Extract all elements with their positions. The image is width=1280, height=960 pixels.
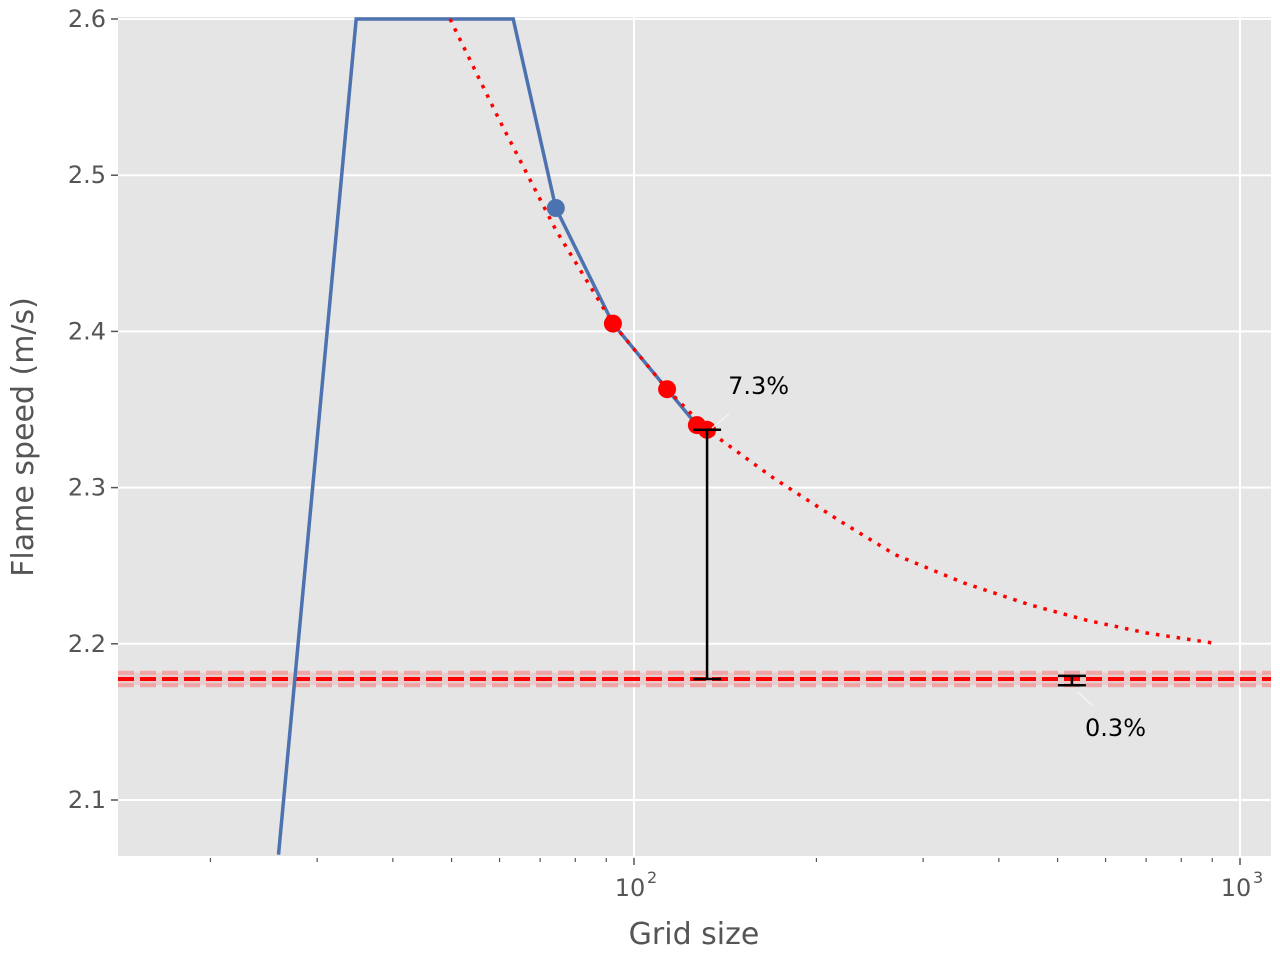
data-series [276,17,1219,855]
fit-dotted-line [448,18,1219,646]
x-tick-label: 10 [615,874,646,902]
y-tick-label: 2.3 [68,474,106,502]
annotation-arrow [1077,691,1094,707]
x-axis-label: Grid size [629,917,760,952]
annotation-arrow [711,413,730,429]
y-tick-label: 2.5 [68,161,106,189]
y-tick-label: 2.6 [68,5,106,33]
x-axis: 10 2 10 3 [209,858,1263,902]
grid-lines [118,17,1271,856]
plot-background [118,17,1271,856]
y-axis-label: Flame speed (m/s) [6,297,41,577]
annotation-label: 0.3% [1085,714,1146,742]
blue-marker [546,199,565,218]
annotations: 7.3% 0.3% [711,372,1146,742]
error-bars [693,428,1086,687]
x-tick-exponent: 3 [1253,868,1263,887]
red-marker [603,314,622,333]
x-tick-exponent: 2 [647,868,657,887]
y-axis: 2.1 2.2 2.3 2.4 2.5 2.6 [68,5,118,814]
x-tick-label: 10 [1221,874,1252,902]
y-tick-label: 2.1 [68,786,106,814]
annotation-label: 7.3% [728,372,789,400]
y-tick-label: 2.4 [68,317,106,345]
y-tick-label: 2.2 [68,630,106,658]
